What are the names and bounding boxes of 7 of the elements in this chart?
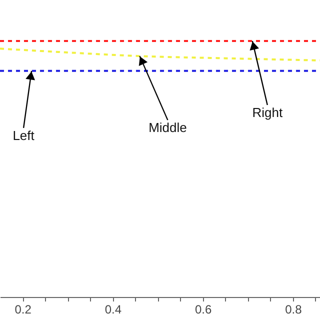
x-tick-label: 0.2 xyxy=(14,302,32,316)
annotation: Left xyxy=(12,128,35,143)
x-tick-label: 0.4 xyxy=(104,302,122,316)
annotation: Middle xyxy=(148,120,187,136)
annotation: Right xyxy=(252,104,283,120)
x-tick-label: 0.6 xyxy=(194,302,212,316)
x-tick-label: 0.8 xyxy=(285,302,302,316)
